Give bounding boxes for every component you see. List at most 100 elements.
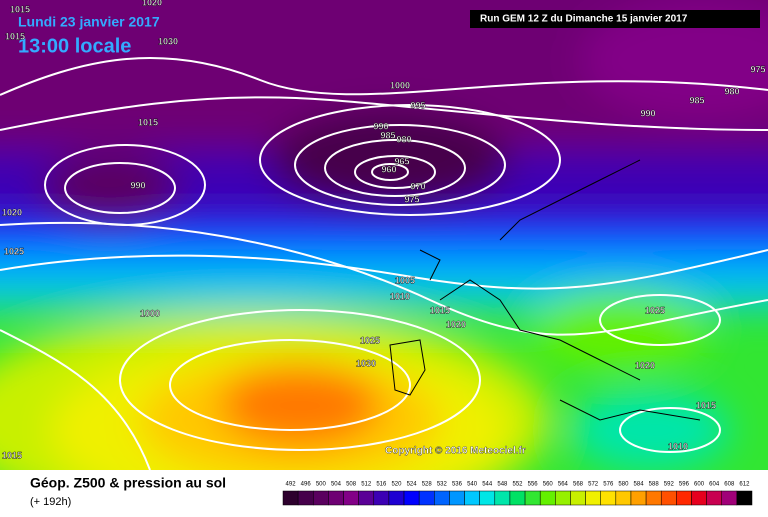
isobar-label: 1015 [138, 117, 158, 127]
legend-swatch [555, 490, 571, 506]
legend-tick-label: 504 [331, 482, 342, 488]
legend-tick-label: 492 [286, 482, 297, 488]
legend-tick-label: 576 [603, 482, 614, 488]
legend-swatch [373, 490, 390, 506]
legend-swatch [630, 490, 647, 506]
isobar-label: 1030 [158, 36, 178, 46]
legend-swatch [570, 490, 586, 506]
legend-tick-label: 584 [634, 482, 645, 488]
legend-tick-label: 604 [709, 482, 720, 488]
legend-swatch [615, 490, 632, 506]
legend-tick-label: 564 [558, 482, 569, 488]
isobar-label: 1025 [645, 305, 665, 315]
isobar-label: 1020 [446, 319, 466, 329]
forecast-date: Lundi 23 janvier 2017 [18, 14, 160, 30]
legend-swatch [600, 490, 617, 506]
legend-tick-label: 600 [694, 482, 705, 488]
legend-swatch [509, 490, 526, 506]
isobar-label: 1020 [142, 0, 162, 7]
legend-swatch [691, 490, 707, 506]
isobar-label: 1025 [360, 335, 380, 345]
isobar-label: 960 [381, 164, 396, 174]
isobar-label: 1030 [356, 358, 376, 368]
legend-swatch [494, 490, 511, 506]
isobar-label: 1015 [430, 305, 450, 315]
isobar-label: 1020 [2, 207, 22, 217]
legend-tick-label: 572 [588, 482, 599, 488]
footer-lead: (+ 192h) [30, 496, 71, 508]
isobar-label: 1020 [635, 360, 655, 370]
legend-swatch [524, 490, 541, 506]
isobar-label: 975 [750, 64, 765, 74]
isobar-label: 970 [410, 181, 425, 191]
legend-tick-label: 508 [346, 482, 357, 488]
isobar-label: 990 [373, 121, 388, 131]
legend-tick-label: 612 [739, 482, 750, 488]
legend-tick-label: 524 [407, 482, 418, 488]
legend-tick-label: 596 [679, 482, 690, 488]
isobar-label: 1015 [10, 4, 30, 14]
legend-swatch [645, 490, 662, 506]
forecast-time: 13:00 locale [18, 35, 131, 57]
legend-swatch [464, 490, 480, 506]
coastlines [389, 159, 701, 421]
isobar-label: 985 [689, 95, 704, 105]
legend-tick-label: 592 [664, 482, 675, 488]
legend-tick-label: 520 [391, 482, 402, 488]
legend-swatch [539, 490, 556, 506]
legend-swatch [343, 490, 359, 506]
run-info: Run GEM 12 Z du Dimanche 15 janvier 2017 [480, 14, 688, 25]
legend-tick-label: 560 [543, 482, 554, 488]
isobars [0, 56, 768, 470]
legend-tick-label: 540 [467, 482, 478, 488]
legend-swatch [297, 490, 314, 506]
footer-title: Géop. Z500 & pression au sol [30, 475, 226, 491]
legend-swatch [388, 490, 405, 506]
legend-swatch [434, 490, 450, 506]
legend-swatch [479, 490, 496, 506]
isobar-label: 975 [404, 194, 419, 204]
isobar-label: 990 [130, 180, 145, 190]
copyright: Copyright © 2016 Meteociel.fr [385, 446, 526, 457]
legend-tick-label: 544 [482, 482, 493, 488]
isobar-label: 1000 [390, 80, 410, 90]
legend-swatch [736, 490, 753, 506]
isobar-label: 995 [410, 100, 425, 110]
isobar-label: 1000 [140, 308, 160, 318]
legend-swatch [282, 490, 299, 506]
run-box [470, 10, 760, 28]
legend-swatch [660, 490, 677, 506]
legend-swatch [449, 490, 465, 506]
legend-tick-label: 500 [316, 482, 327, 488]
legend-swatch [721, 490, 738, 506]
legend-tick-label: 556 [528, 482, 539, 488]
isobar-label: 990 [640, 108, 655, 118]
legend-tick-label: 552 [512, 482, 523, 488]
legend-tick-label: 496 [301, 482, 312, 488]
isobar-label: 1010 [390, 291, 410, 301]
legend-tick-label: 580 [618, 482, 629, 488]
legend-swatch [328, 490, 344, 506]
legend-tick-label: 512 [361, 482, 372, 488]
legend-tick-label: 588 [649, 482, 660, 488]
isobar-label: 1015 [5, 31, 25, 41]
legend-tick-label: 532 [437, 482, 448, 488]
legend-tick-label: 608 [724, 482, 735, 488]
isobar-label: 1015 [2, 450, 22, 460]
legend-swatch [585, 490, 601, 506]
legend-swatch [313, 490, 329, 506]
legend-swatch [403, 490, 420, 506]
legend-tick-label: 536 [452, 482, 463, 488]
isobar-label: 1005 [395, 275, 415, 285]
legend-swatch [358, 490, 375, 506]
legend-swatch [418, 490, 435, 506]
legend-swatch [676, 490, 692, 506]
isobar-label: 980 [724, 86, 739, 96]
isobar-label: 1015 [696, 400, 716, 410]
isobar-label: 985 [380, 130, 395, 140]
legend-tick-label: 568 [573, 482, 584, 488]
isobar-label: 965 [394, 156, 409, 166]
